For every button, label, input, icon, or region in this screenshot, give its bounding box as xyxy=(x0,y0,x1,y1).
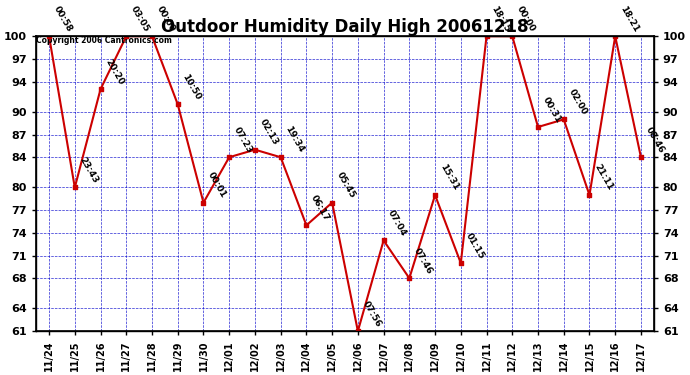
Point xyxy=(69,184,80,190)
Point xyxy=(198,200,209,206)
Point xyxy=(404,275,415,281)
Title: Outdoor Humidity Daily High 20061218: Outdoor Humidity Daily High 20061218 xyxy=(161,18,529,36)
Text: Copyright 2006 Cantronics.com: Copyright 2006 Cantronics.com xyxy=(36,36,172,45)
Point xyxy=(95,86,106,92)
Text: 10:50: 10:50 xyxy=(181,72,202,102)
Text: 23:43: 23:43 xyxy=(77,155,100,185)
Text: 19:34: 19:34 xyxy=(284,125,306,154)
Text: 06:17: 06:17 xyxy=(309,193,331,222)
Text: 01:15: 01:15 xyxy=(464,231,486,260)
Point xyxy=(481,33,492,39)
Text: 07:56: 07:56 xyxy=(361,299,383,328)
Text: 00:58: 00:58 xyxy=(52,4,74,33)
Text: 20:20: 20:20 xyxy=(104,57,126,86)
Point xyxy=(43,33,55,39)
Text: 00:01: 00:01 xyxy=(206,171,228,200)
Point xyxy=(301,222,312,228)
Text: 18:21: 18:21 xyxy=(618,4,640,33)
Point xyxy=(558,116,569,122)
Text: 21:11: 21:11 xyxy=(592,163,614,192)
Point xyxy=(121,33,132,39)
Point xyxy=(146,33,157,39)
Text: 07:23: 07:23 xyxy=(232,125,254,154)
Text: 18:15: 18:15 xyxy=(489,4,511,33)
Text: 15:31: 15:31 xyxy=(438,163,460,192)
Text: 02:00: 02:00 xyxy=(566,88,589,117)
Text: 00:31: 00:31 xyxy=(541,95,563,124)
Text: 07:04: 07:04 xyxy=(386,209,408,238)
Point xyxy=(326,200,337,206)
Text: 05:45: 05:45 xyxy=(335,171,357,200)
Point xyxy=(533,124,544,130)
Text: 02:13: 02:13 xyxy=(257,118,279,147)
Point xyxy=(430,192,441,198)
Point xyxy=(506,33,518,39)
Text: 00:00: 00:00 xyxy=(515,4,537,33)
Point xyxy=(610,33,621,39)
Text: 08:46: 08:46 xyxy=(644,125,666,154)
Point xyxy=(353,328,364,334)
Point xyxy=(378,237,389,243)
Point xyxy=(635,154,647,160)
Point xyxy=(455,260,466,266)
Text: 00:00: 00:00 xyxy=(155,4,177,33)
Point xyxy=(249,147,260,153)
Point xyxy=(224,154,235,160)
Point xyxy=(584,192,595,198)
Point xyxy=(172,101,184,107)
Text: 07:46: 07:46 xyxy=(412,246,434,276)
Text: 03:05: 03:05 xyxy=(129,4,151,33)
Point xyxy=(275,154,286,160)
